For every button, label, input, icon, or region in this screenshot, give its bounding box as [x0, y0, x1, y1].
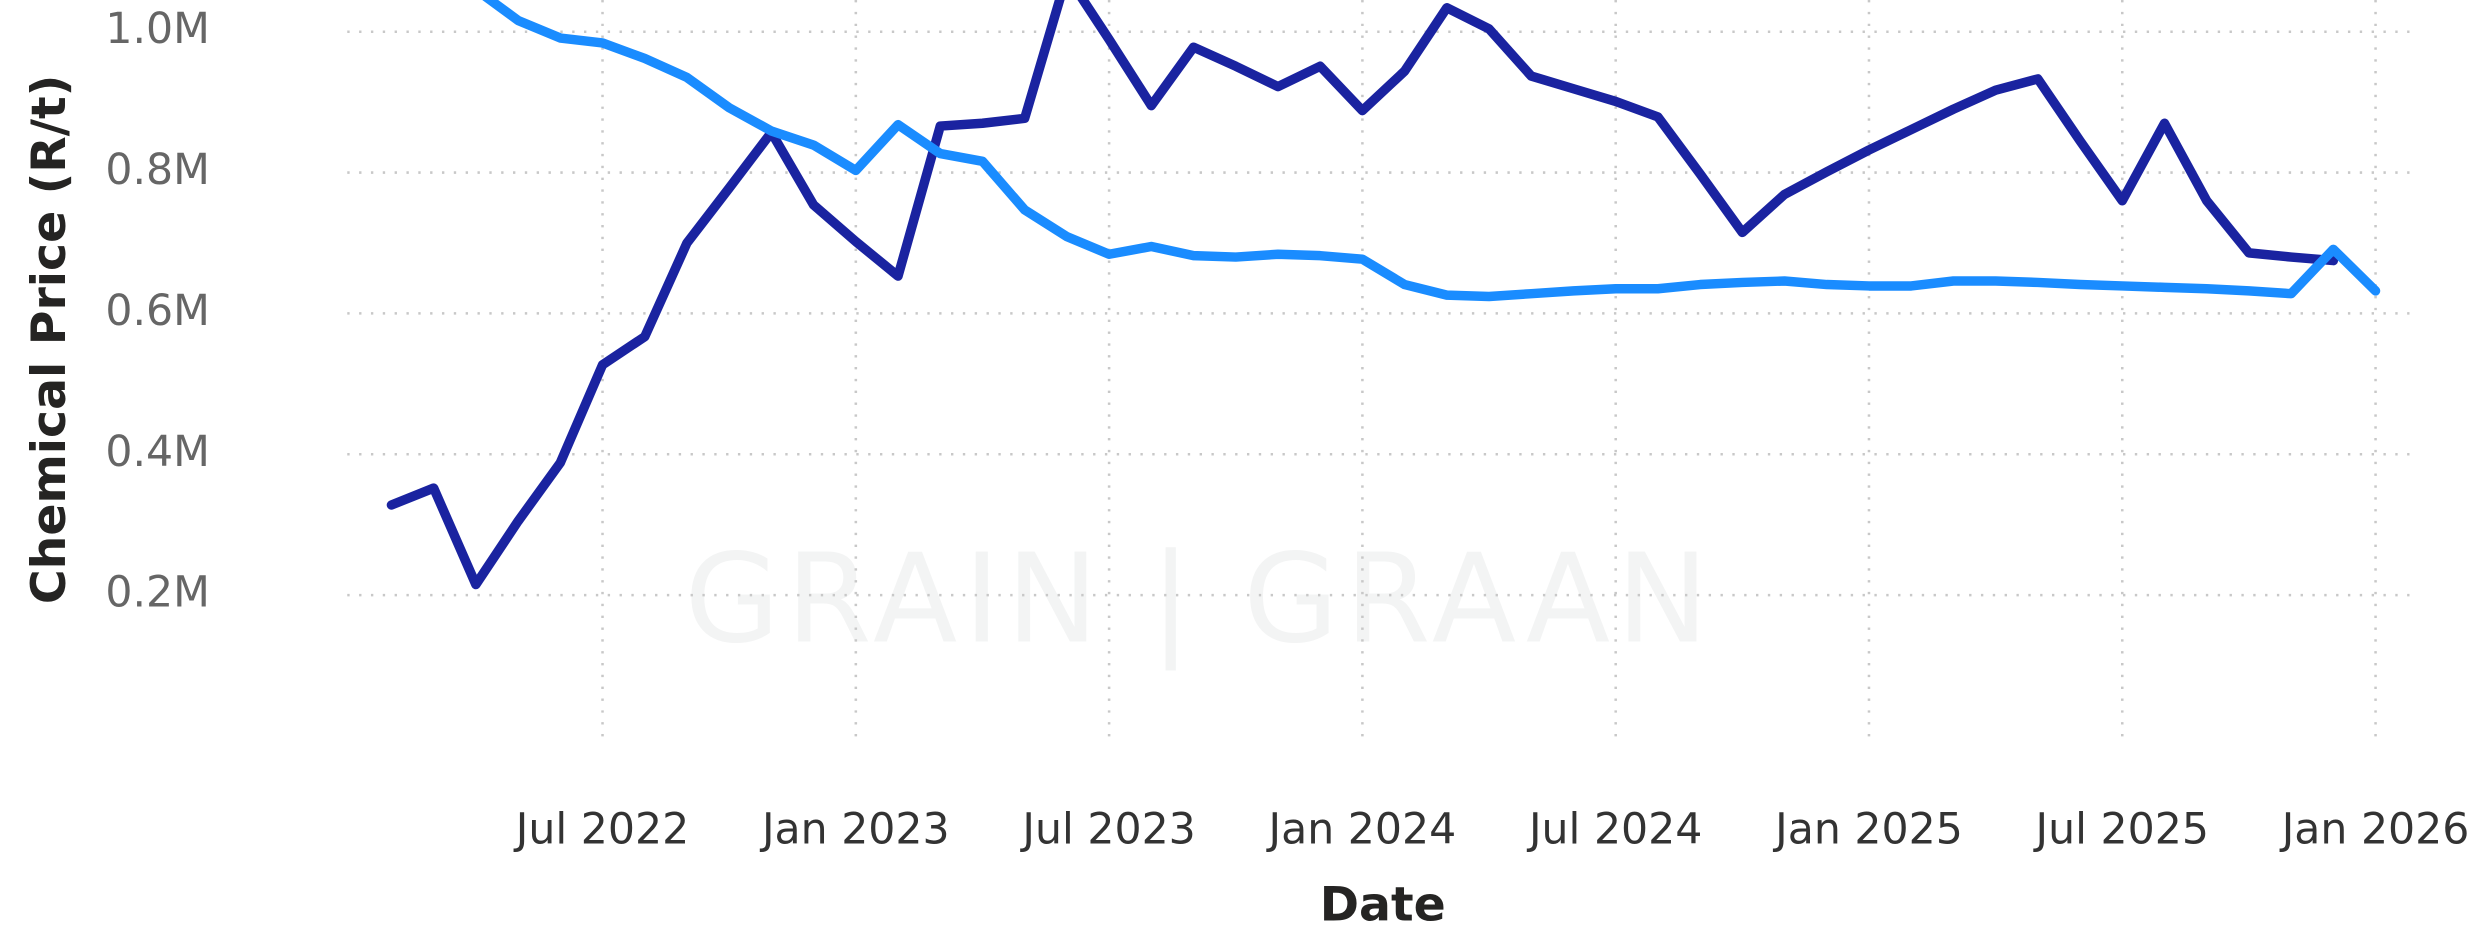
y-tick-label: 1.0M: [105, 4, 210, 54]
y-tick-label: 0.4M: [105, 427, 210, 477]
series-line: [482, 0, 2381, 302]
x-tick-label: Jul 2022: [513, 804, 689, 854]
plot-area: [386, 0, 2381, 590]
y-axis-title: Chemical Price (R/t): [22, 75, 77, 604]
x-tick-label: Jul 2024: [1526, 804, 1702, 854]
x-tick-label: Jan 2026: [2279, 804, 2470, 854]
watermark: GRAIN | GRAAN: [684, 528, 1714, 671]
series-line: [386, 0, 2339, 590]
y-tick-label: 0.6M: [105, 286, 210, 336]
y-tick-label: 0.2M: [105, 568, 210, 618]
x-tick-label: Jul 2025: [2033, 804, 2209, 854]
x-tick-label: Jan 2025: [1772, 804, 1963, 854]
x-tick-label: Jan 2024: [1266, 804, 1457, 854]
x-axis-title: Date: [1320, 878, 1446, 933]
x-tick-label: Jul 2023: [1019, 804, 1195, 854]
grid: [347, 0, 2416, 742]
x-tick-label: Jan 2023: [759, 804, 950, 854]
y-tick-label: 0.8M: [105, 145, 210, 195]
